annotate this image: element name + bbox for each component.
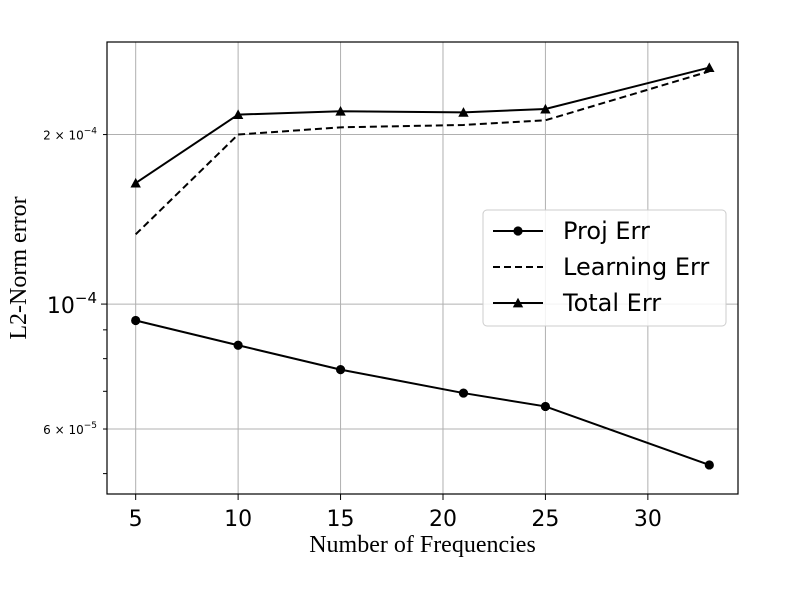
x-axis-title: Number of Frequencies	[309, 532, 536, 558]
series-group	[130, 62, 715, 470]
legend: Proj Err Learning Err Total Err	[482, 209, 727, 327]
legend-label-proj-err: Proj Err	[563, 217, 650, 245]
y-tick-label: 6 × 10−5	[43, 421, 97, 437]
legend-label-total-err: Total Err	[562, 289, 661, 317]
proj-err-point	[704, 460, 714, 470]
total-err-point	[540, 103, 551, 114]
legend-marker-proj-err	[513, 226, 523, 236]
proj-err-line	[135, 319, 710, 466]
total-err-point	[458, 107, 469, 117]
proj-err-point	[458, 388, 469, 398]
x-tick-label: 30	[634, 507, 662, 532]
proj-err-point	[540, 401, 551, 412]
total-err-line	[135, 66, 710, 184]
x-tick-label: 10	[224, 507, 252, 532]
learning-err-line	[134, 70, 710, 236]
y-axis-title: L2-Norm error	[6, 196, 32, 339]
total-err-point	[335, 106, 346, 116]
total-err-point	[130, 177, 141, 188]
proj-err-point	[233, 340, 243, 350]
proj-err-point	[131, 315, 141, 326]
total-err-point	[232, 109, 244, 120]
y-tick-label: 2 × 10−4	[43, 127, 97, 143]
legend-box	[482, 209, 727, 327]
x-tick-label: 20	[429, 507, 457, 532]
legend-marker-total-err	[512, 297, 524, 308]
proj-err-point	[335, 364, 346, 375]
x-tick-label: 15	[327, 507, 355, 532]
legend-label-learning-err: Learning Err	[563, 253, 709, 281]
y-tick-label: 10−4	[47, 289, 97, 319]
total-err-point	[704, 62, 715, 73]
x-tick-label: 25	[531, 507, 559, 532]
plot-frame	[106, 41, 739, 495]
x-tick-label: 5	[129, 507, 143, 532]
ticks: 5 10 15 20 25 30 2 × 10−4 10−4 6 × 10−5	[43, 127, 662, 532]
